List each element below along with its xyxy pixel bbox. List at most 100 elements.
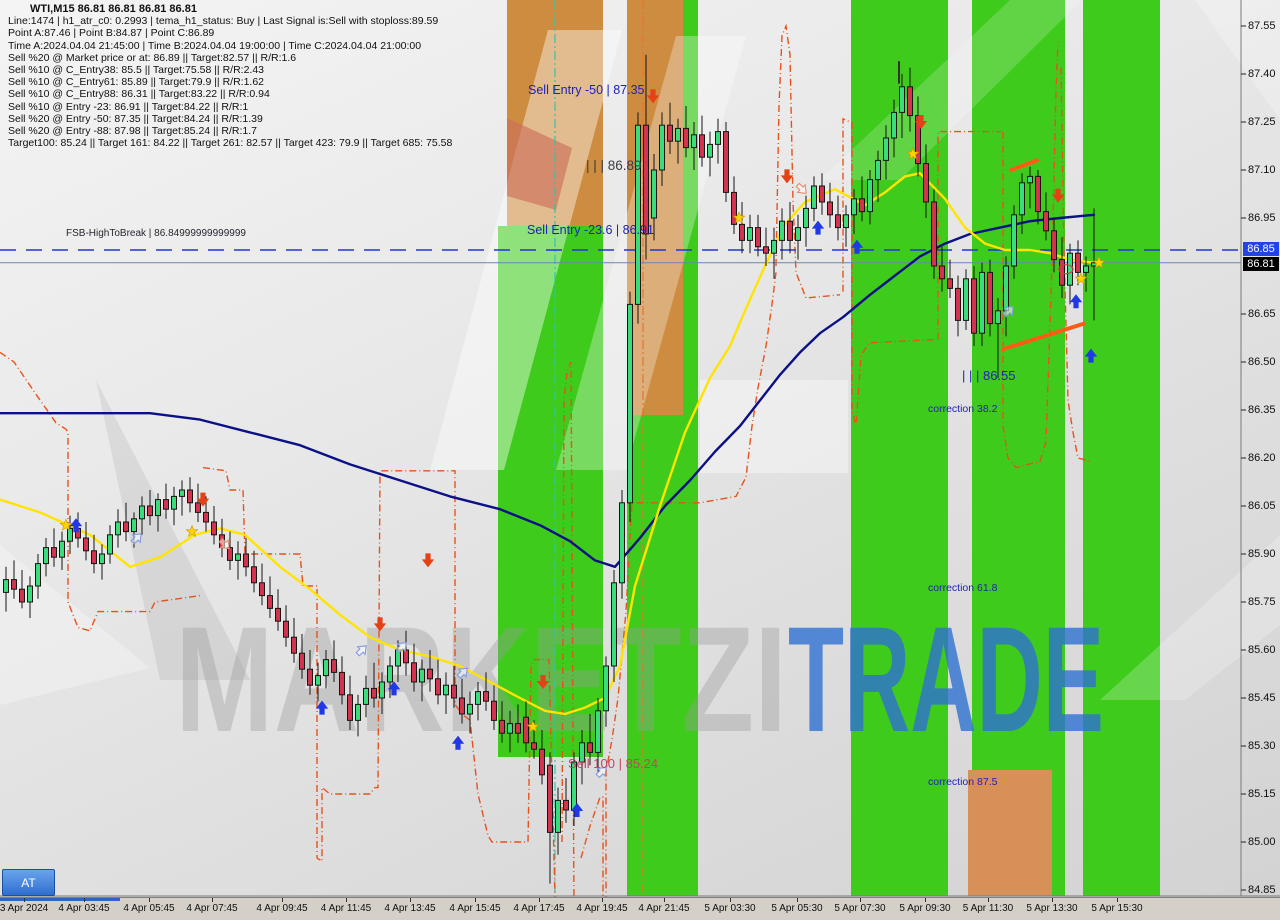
time-tick-label: 5 Apr 13:30 [1026, 903, 1078, 914]
star-icon [1074, 271, 1088, 285]
signal-ellipse [1058, 264, 1074, 275]
sell-arrow-icon [646, 89, 660, 104]
info-line: Point A:87.46 | Point B:84.87 | Point C:… [8, 27, 215, 40]
buy-arrow-icon [850, 239, 864, 254]
hollow-up-arrow-icon [595, 766, 607, 779]
price-tick-label: 86.35 [1248, 403, 1276, 416]
hollow-up-arrow-icon [355, 645, 367, 657]
time-tick-label: 5 Apr 05:30 [771, 903, 823, 914]
sell-arrow-icon [1051, 188, 1065, 203]
symbol-ohlc-line: WTI,M15 86.81 86.81 86.81 86.81 [30, 3, 197, 15]
candle-body [243, 553, 249, 568]
trailing-stop-line [0, 23, 1091, 920]
candle-body [443, 684, 449, 696]
time-axis[interactable]: 3 Apr 2024 4 Apr 03:45 4 Apr 05:45 4 Apr 07… [0, 897, 1280, 920]
time-tick-label: 4 Apr 13:45 [384, 903, 436, 914]
channel-line [1001, 321, 1086, 352]
time-tick-mark [664, 898, 665, 902]
candle-body [227, 547, 233, 561]
time-tick-label: 3 Apr 2024 [0, 903, 49, 914]
candle-body [979, 271, 985, 334]
candle-body [715, 131, 721, 145]
candle-body [59, 540, 65, 558]
candle-body [907, 86, 913, 117]
price-tick-label: 85.75 [1248, 595, 1276, 608]
candle-body [523, 716, 529, 744]
price-tick-label: 87.25 [1248, 115, 1276, 128]
info-line: Sell %10 @ C_Entry38: 85.5 || Target:75.… [8, 64, 265, 77]
candle-body [467, 703, 473, 715]
candle-body [515, 723, 521, 734]
price-tick-label: 86.95 [1248, 211, 1276, 224]
price-tick-label: 85.60 [1248, 643, 1276, 656]
candle-body [827, 201, 833, 216]
time-tick-label: 5 Apr 03:30 [704, 903, 756, 914]
candle-body [987, 271, 993, 325]
star-icon [1092, 255, 1106, 269]
candle-body [35, 563, 41, 587]
time-tick-mark [602, 898, 603, 902]
candle-body [579, 742, 585, 763]
time-tick-mark [84, 898, 85, 902]
candle-body [83, 537, 89, 552]
candle-body [1051, 230, 1057, 261]
time-tick-label: 5 Apr 07:30 [834, 903, 886, 914]
candle-body [1083, 265, 1089, 273]
candle-body [603, 665, 609, 712]
time-tick-mark [149, 898, 150, 902]
sell-entry-50-label: Sell Entry -50 | 87.35 [528, 83, 645, 97]
candle-body [667, 124, 673, 142]
candle-body [19, 588, 25, 603]
price-tick-label: 84.85 [1248, 883, 1276, 896]
candle-body [427, 668, 433, 680]
time-tick-mark [212, 898, 213, 902]
info-line: Sell %20 @ Market price or at: 86.89 || … [8, 51, 297, 64]
time-tick-label: 5 Apr 09:30 [899, 903, 951, 914]
price-tick-label: 87.10 [1248, 163, 1276, 176]
info-line: Line:1474 | h1_atr_c0: 0.2993 | tema_h1_… [8, 15, 439, 28]
hollow-up-arrow-icon [1002, 305, 1014, 318]
candle-body [435, 678, 441, 696]
candle-body [259, 582, 265, 597]
candle-body [459, 697, 465, 715]
at-button[interactable]: AT [2, 869, 55, 896]
candle-body [91, 550, 97, 565]
candle-body [347, 694, 353, 721]
candle-body [931, 201, 937, 267]
candle-body [123, 521, 129, 533]
candle-body [371, 687, 377, 699]
price-tick-label: 86.20 [1248, 451, 1276, 464]
price-tick-label: 85.90 [1248, 547, 1276, 560]
candle-body [251, 566, 257, 584]
candle-body [355, 703, 361, 721]
hollow-up-arrow-icon [456, 667, 468, 679]
buy-arrow-icon [69, 518, 83, 533]
watermark-shape [0, 545, 150, 705]
candle-body [851, 198, 857, 216]
candle-body [1075, 252, 1081, 273]
star-icon [732, 211, 746, 224]
candle-body [803, 207, 809, 229]
time-tick-label: 4 Apr 05:45 [123, 903, 175, 914]
candle-body [1035, 175, 1041, 213]
candle-body [387, 665, 393, 683]
time-tick-label: 4 Apr 11:45 [320, 903, 372, 914]
channel-line [1009, 158, 1039, 172]
candle-body [307, 668, 313, 686]
candle-body [971, 278, 977, 334]
candle-body [531, 742, 537, 750]
time-tick-label: 5 Apr 11:30 [962, 903, 1014, 914]
progress-bar [0, 898, 120, 901]
candle-body [235, 553, 241, 561]
watermark-shape [96, 380, 250, 680]
hollow-up-arrow-icon [130, 533, 142, 545]
sell-arrow-icon [421, 553, 435, 568]
info-line: Sell %20 @ Entry -88: 87.98 || Target:85… [8, 125, 258, 138]
sell-arrow-icon [536, 675, 550, 689]
time-tick-mark [988, 898, 989, 902]
candle-body [563, 799, 569, 811]
candle-body [1003, 265, 1009, 312]
candle-body [163, 499, 169, 510]
price-axis[interactable]: 86.85 86.81 87.55 87.40 87.25 87.10 86.95 86.… [1242, 0, 1280, 897]
